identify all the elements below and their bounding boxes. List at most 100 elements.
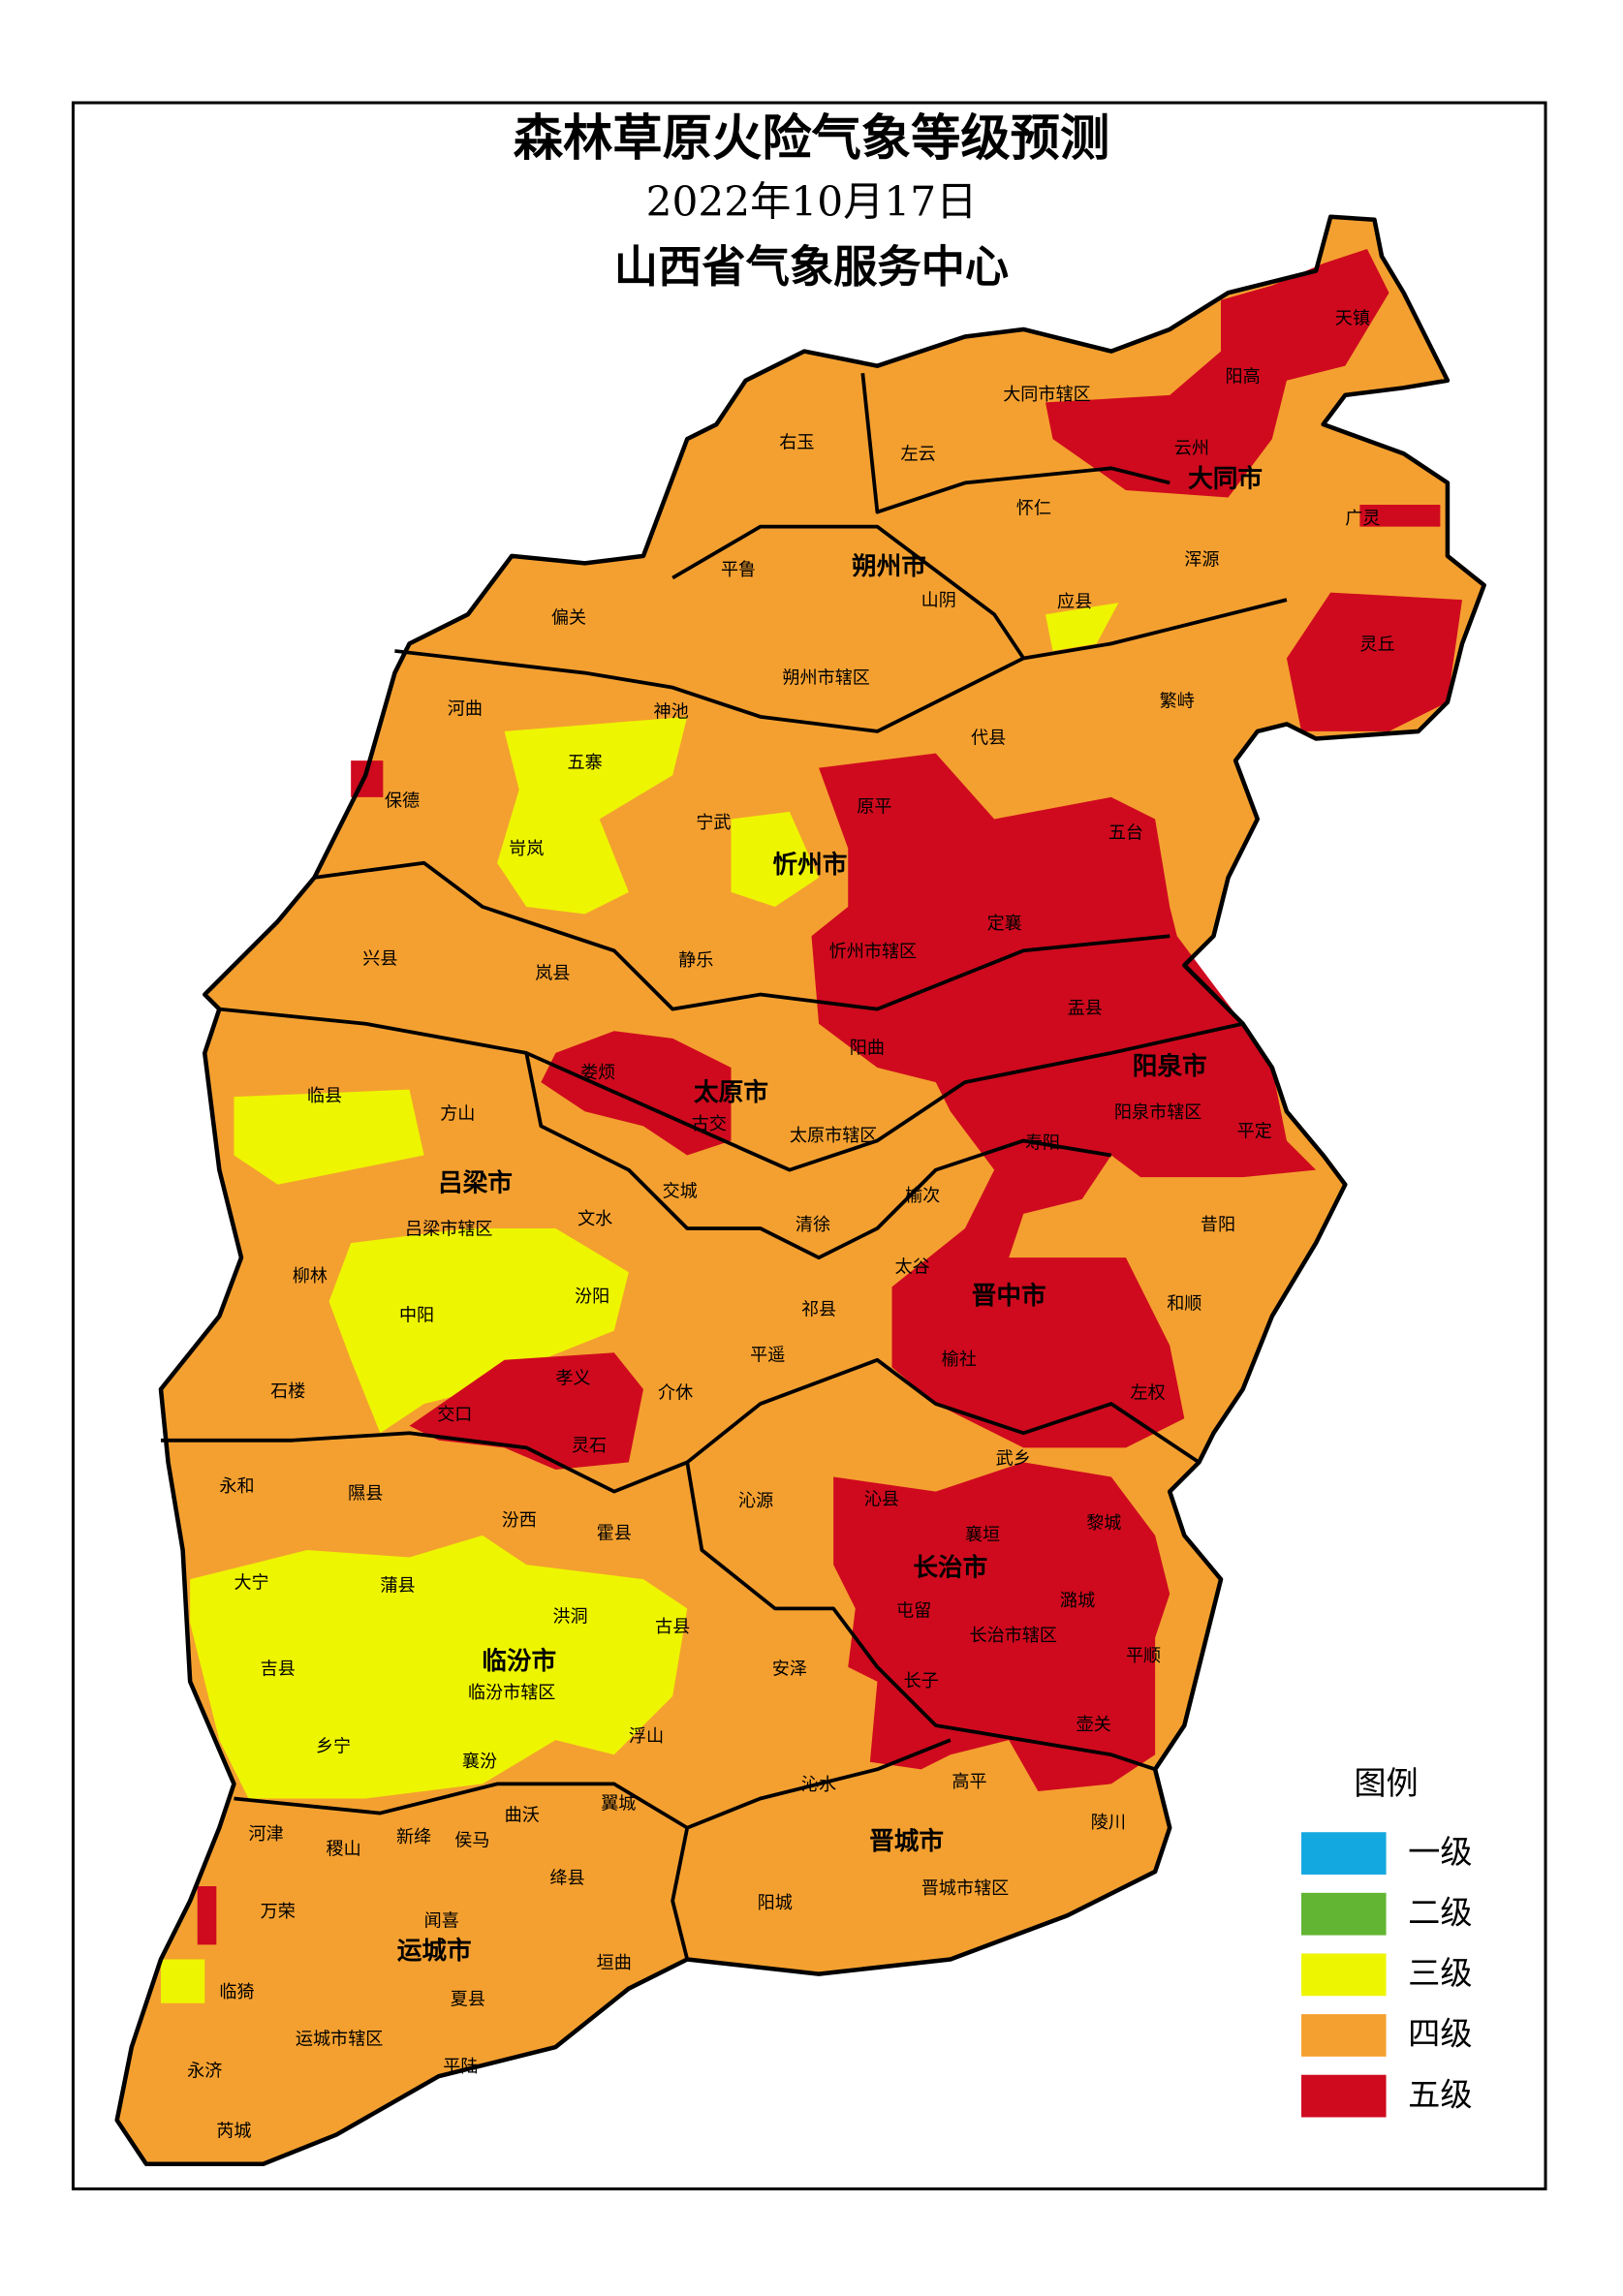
county-label: 洪洞 <box>552 1606 587 1627</box>
county-label: 朔州市辖区 <box>782 668 869 689</box>
county-label: 古交 <box>692 1114 727 1134</box>
county-label: 闻喜 <box>424 1910 459 1931</box>
county-label: 大同市辖区 <box>1003 385 1090 405</box>
county-label: 阳城 <box>758 1893 793 1913</box>
county-label: 长治市辖区 <box>970 1626 1057 1646</box>
county-label: 天镇 <box>1335 308 1370 328</box>
county-label: 古县 <box>655 1617 690 1637</box>
level-5-area <box>811 753 1317 1448</box>
county-label: 平定 <box>1237 1121 1272 1141</box>
county-label: 五寨 <box>568 753 603 773</box>
legend-swatch <box>1301 1892 1387 1936</box>
county-label: 繁峙 <box>1160 692 1195 712</box>
county-label: 定襄 <box>987 914 1022 934</box>
county-label: 灵丘 <box>1359 635 1394 655</box>
county-label: 石楼 <box>270 1381 305 1402</box>
county-label: 襄汾 <box>462 1752 497 1772</box>
county-label: 阳高 <box>1226 367 1261 388</box>
city-label: 太原市 <box>694 1077 768 1107</box>
county-label: 忻州市辖区 <box>829 942 917 962</box>
county-label: 文水 <box>577 1209 612 1229</box>
county-label: 柳林 <box>293 1266 328 1287</box>
county-label: 黎城 <box>1086 1513 1121 1534</box>
county-label: 潞城 <box>1060 1591 1095 1611</box>
county-label: 中阳 <box>399 1306 434 1326</box>
county-label: 安泽 <box>772 1660 807 1680</box>
county-label: 霍县 <box>597 1523 632 1543</box>
regions <box>114 214 1486 2167</box>
legend-label: 一级 <box>1408 1833 1472 1871</box>
county-label: 昔阳 <box>1201 1215 1235 1235</box>
county-label: 广灵 <box>1345 509 1380 529</box>
county-label: 永济 <box>187 2062 222 2082</box>
county-label: 永和 <box>219 1476 254 1497</box>
county-label: 新绛 <box>396 1827 431 1847</box>
county-label: 五台 <box>1108 823 1143 844</box>
county-label: 灵石 <box>572 1436 607 1456</box>
county-label: 大宁 <box>234 1573 268 1594</box>
city-boundary <box>671 524 1288 661</box>
legend-swatch <box>1301 1832 1387 1875</box>
county-label: 山阴 <box>921 591 956 611</box>
county-label: 长子 <box>904 1671 939 1691</box>
county-label: 平遥 <box>750 1345 785 1365</box>
legend-swatch <box>1301 1953 1387 1997</box>
county-label: 岚县 <box>535 963 570 983</box>
city-label: 大同市 <box>1188 463 1263 493</box>
county-label: 垣曲 <box>597 1953 632 1973</box>
legend-label: 四级 <box>1408 2015 1472 2053</box>
county-label: 河津 <box>249 1824 284 1845</box>
county-label: 祁县 <box>801 1300 836 1320</box>
city-boundary <box>314 860 1170 1011</box>
city-label: 长治市 <box>913 1553 987 1583</box>
county-label: 沁源 <box>738 1491 773 1511</box>
county-label: 娄烦 <box>580 1063 615 1083</box>
county-label: 侯马 <box>454 1830 489 1850</box>
legend-label: 二级 <box>1408 1893 1472 1931</box>
county-label: 平顺 <box>1126 1646 1161 1666</box>
county-label: 静乐 <box>678 950 713 971</box>
county-label: 兴县 <box>362 948 397 969</box>
county-label: 运城市辖区 <box>296 2029 383 2049</box>
county-label: 曲沃 <box>505 1806 540 1826</box>
county-label: 稷山 <box>327 1839 361 1859</box>
legend-label: 五级 <box>1408 2075 1472 2113</box>
county-label: 陵川 <box>1091 1813 1126 1833</box>
legend-swatch <box>1301 2074 1387 2118</box>
level-3-area <box>190 1535 688 1799</box>
county-label: 右玉 <box>779 433 814 453</box>
county-label: 盂县 <box>1068 999 1103 1019</box>
title: 森林草原火险气象等级预测 <box>514 109 1110 168</box>
county-label: 榆次 <box>905 1186 940 1206</box>
level-5-area <box>1286 592 1463 731</box>
county-label: 沁县 <box>864 1490 899 1510</box>
county-label: 左权 <box>1130 1383 1165 1404</box>
legend-title: 图例 <box>1354 1764 1418 1802</box>
county-label: 襄垣 <box>965 1525 1000 1545</box>
city-label: 朔州市 <box>852 551 926 581</box>
county-label: 方山 <box>440 1103 475 1124</box>
county-label: 壶关 <box>1077 1715 1111 1735</box>
city-boundary <box>671 1827 690 1960</box>
county-label: 偏关 <box>551 608 586 629</box>
province-outline <box>114 214 1486 2167</box>
county-label: 太谷 <box>895 1257 930 1278</box>
legend-label: 三级 <box>1408 1954 1472 1992</box>
county-label: 吕梁市辖区 <box>405 1220 492 1240</box>
county-label: 汾西 <box>502 1510 537 1531</box>
county-label: 平鲁 <box>721 560 756 580</box>
county-label: 交口 <box>437 1405 472 1425</box>
city-boundary <box>860 373 1170 514</box>
county-label: 浑源 <box>1184 549 1219 570</box>
level-3-area <box>234 1089 424 1185</box>
city-boundary <box>219 1007 1244 1172</box>
legend-swatch <box>1301 2014 1387 2057</box>
city-label: 晋城市 <box>869 1826 944 1856</box>
level-5-area <box>197 1886 217 1945</box>
level-3-area <box>497 716 688 915</box>
county-label: 云州 <box>1174 439 1209 459</box>
county-label: 孝义 <box>555 1368 590 1388</box>
city-boundary <box>234 1738 952 1830</box>
county-label: 阳曲 <box>850 1038 885 1058</box>
